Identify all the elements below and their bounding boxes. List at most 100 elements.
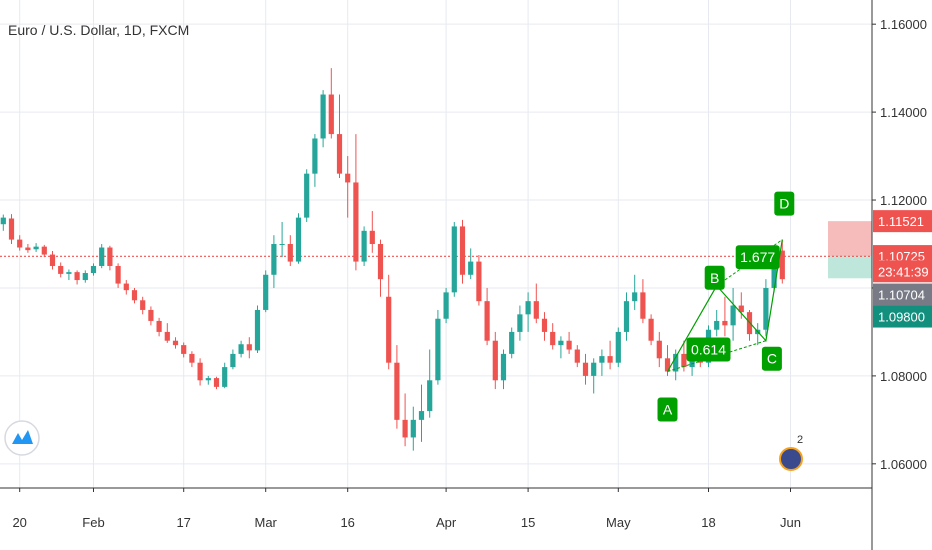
candle-body [468,261,474,275]
time-axis-label: May [606,515,631,530]
logo-icon-ring [4,420,40,456]
time-axis-label: Apr [436,515,457,530]
price-badge: 1.11521 [878,214,924,229]
candle-body [345,173,351,183]
position-zone [828,256,872,279]
candle-body [295,217,302,262]
candle-body [74,272,80,281]
price-badge: 1.09800 [878,310,925,325]
candle-body [779,250,785,280]
candle-body [722,320,728,326]
candle-body [107,247,113,266]
pattern-point-label-bg [774,191,795,216]
candle-body [312,138,318,174]
event-badge-circle [779,447,803,471]
candle-body [90,265,97,274]
candle-body [673,353,679,372]
event-badge-icon: 2 [779,434,803,471]
candle-body [164,331,170,341]
candle-body [172,340,179,346]
time-axis-label: 16 [340,515,354,530]
pattern-point-label: C [767,351,777,367]
pattern-line [666,239,783,372]
price-axis-label: 1.08000 [880,369,927,384]
price-badge-bg [873,305,932,328]
candle-body [492,340,498,381]
time-axis-label: Feb [82,515,104,530]
candle-body [714,320,720,330]
candle-body [500,353,507,381]
pattern-point-label-bg [657,397,678,422]
candle-body [189,353,195,363]
pattern-point-label-bg [761,346,782,371]
candle-body [148,309,154,321]
candle-body [328,94,334,135]
candle-body [525,301,531,315]
candle-body [607,356,613,363]
candle-body [377,244,384,280]
candle-body [140,300,146,310]
event-badge-count: 2 [797,434,803,446]
candle-body [664,358,671,372]
candle-body [238,344,244,354]
candle-body [582,362,589,376]
candle-body [263,274,269,310]
pattern-point-label-bg [704,265,725,290]
time-axis-label: 20 [12,515,26,530]
time-axis-label: 18 [701,515,715,530]
pattern-point-label: A [663,401,673,417]
candle-body [771,250,777,288]
candle-body [271,244,277,275]
pattern-point-label: D [779,196,789,212]
pattern-ratio-label: 0.614 [691,342,726,358]
candle-body [369,230,375,244]
candle-body [213,378,220,387]
candle-body [115,265,121,284]
candle-body [99,247,105,266]
candle-body [58,265,64,274]
time-axis-label: 17 [176,515,190,530]
candle-body [197,362,203,381]
candle-body [41,246,47,255]
candle-body [476,261,482,302]
candle-body [459,226,466,275]
candle-body [623,301,630,332]
price-badge: 1.10704 [878,288,925,303]
price-axis-label: 1.16000 [880,17,927,32]
candle-body [222,367,228,387]
candle-body [418,411,425,420]
candle-body [254,309,261,351]
candle-body [648,318,654,341]
candle-body [246,344,252,351]
candle-body [205,378,211,381]
candle-body [8,218,15,240]
candle-body [0,217,6,225]
candle-body [304,173,310,218]
candle-body [533,301,539,319]
pattern-ratio-label: 1.677 [740,249,775,265]
candle-body [541,318,548,332]
candle-body [33,246,39,250]
candle-body [632,292,638,302]
candle-body [361,230,367,262]
candle-body [730,305,736,326]
candle-body [49,254,56,266]
candle-body [640,292,646,319]
candle-body [156,320,162,332]
candle-body [591,362,597,376]
candle-body [484,301,490,341]
time-axis-label: Jun [780,515,801,530]
candle-body [435,318,441,381]
candle-body [279,244,285,245]
candle-body [66,272,72,274]
chart-title: Euro / U.S. Dollar, 1D, FXCM [8,22,190,38]
candle-body [123,283,129,291]
price-badge: 23:41:39 [878,264,929,279]
candle-body [427,380,433,412]
candle-body [287,244,293,262]
pattern-point-label: B [710,270,719,286]
time-axis-label: 15 [521,515,535,530]
logo-icon [4,420,40,456]
